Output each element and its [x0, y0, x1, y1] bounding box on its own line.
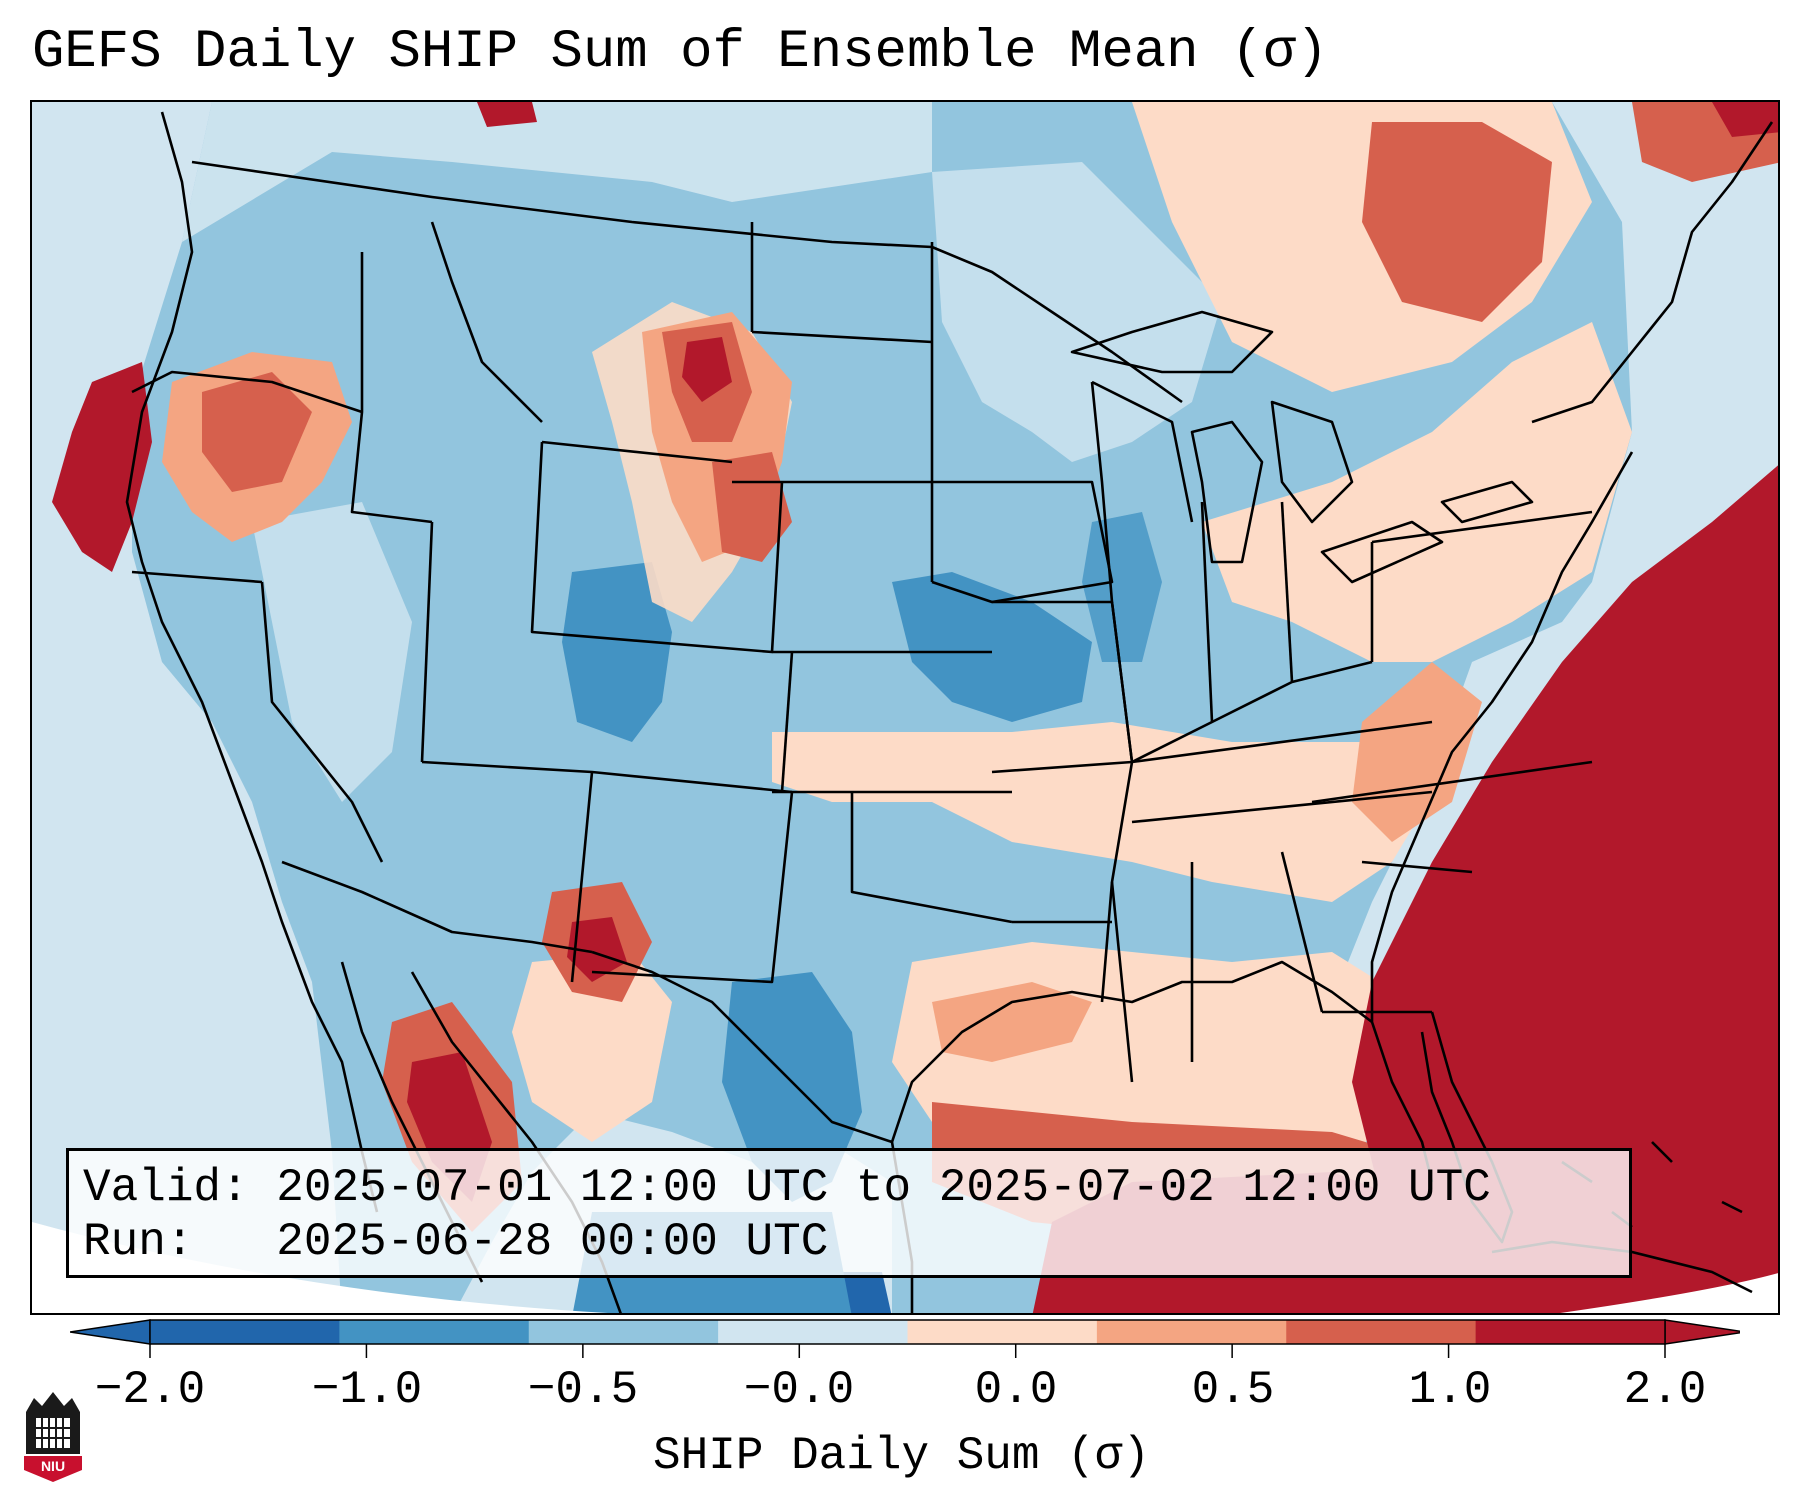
pos-weak-southwest	[512, 952, 672, 1142]
va-nc-line	[1311, 760, 1593, 804]
domain-edge	[32, 1222, 609, 1313]
colorbar	[70, 1319, 1740, 1358]
pos-weak-northeast	[1202, 322, 1632, 662]
lake-ontario	[1440, 480, 1534, 524]
map-title: GEFS Daily SHIP Sum of Ensemble Mean (σ)	[32, 22, 1329, 83]
nc-sc-line	[1361, 860, 1473, 874]
al-ga-line	[1280, 851, 1324, 1013]
idaho-mt-line	[430, 221, 543, 423]
anomaly-map	[32, 102, 1778, 1313]
colorbar-tick-label: 2.0	[1623, 1364, 1707, 1416]
pos-xstrong-montana	[682, 337, 732, 402]
colorbar-segment	[339, 1320, 530, 1344]
colorbar-tick-label: 0.0	[974, 1364, 1058, 1416]
colorbar-label: SHIP Daily Sum (σ)	[653, 1430, 1150, 1482]
pos-strong-wyoming	[712, 452, 792, 562]
pa-ny-line	[1371, 510, 1593, 544]
colorbar-tick-label: 1.0	[1408, 1364, 1492, 1416]
or-ca-line	[131, 570, 263, 584]
nm-tx-line	[591, 791, 794, 984]
pos-strong-oregon	[202, 372, 312, 492]
niu-logo-text: NIU	[41, 1458, 65, 1474]
idaho-line	[350, 252, 433, 524]
pos-xstrong-pacific-nw	[52, 362, 152, 572]
colorbar-tick-label: −1.0	[311, 1364, 423, 1416]
land-light-west	[252, 502, 412, 802]
lake-erie	[1320, 520, 1444, 584]
colorbar-tick-label: −0.0	[743, 1364, 855, 1416]
ca-nv-line	[260, 581, 384, 863]
in-oh-line	[1280, 501, 1294, 683]
colorbar-segment	[528, 1320, 719, 1344]
colorbar-tick-label: −0.5	[527, 1364, 639, 1416]
ky-tn	[1131, 720, 1433, 764]
pos-xstrong-canada	[477, 102, 537, 127]
colorbar-segment	[150, 1320, 340, 1344]
niu-logo: NIU	[24, 1392, 82, 1482]
land-light-north	[182, 102, 932, 242]
nv-ut-line	[420, 521, 434, 763]
az-nm-line	[570, 771, 594, 983]
neg-patch-wyoming	[562, 562, 672, 742]
gulf-coastline	[890, 960, 1373, 1143]
pos-xstrong-atlantic	[1352, 465, 1778, 1313]
colorbar-extend-high	[1664, 1319, 1740, 1345]
map-panel	[30, 100, 1780, 1315]
valid-time-line: Valid: 2025-07-01 12:00 UTC to 2025-07-0…	[83, 1162, 1491, 1214]
neg-patch-texas	[722, 972, 862, 1202]
mt-wy-line	[541, 440, 733, 464]
domain-edge-right	[1560, 1273, 1778, 1313]
colorbar-segment	[1475, 1320, 1666, 1344]
mississippi-river	[1090, 381, 1134, 1003]
nd-sd-line	[751, 330, 933, 344]
west-coastline	[125, 111, 379, 1213]
colorbar-segment	[1286, 1320, 1477, 1344]
valid-run-info-box: Valid: 2025-07-01 12:00 UTC to 2025-07-0…	[66, 1148, 1632, 1278]
rio-grande	[591, 950, 893, 1144]
run-time-line: Run: 2025-06-28 00:00 UTC	[83, 1216, 829, 1268]
colorbar-extend-low	[70, 1319, 151, 1345]
pos-xstrong-arizona	[567, 917, 627, 982]
iowa-box	[931, 480, 1114, 604]
lake-huron	[1270, 400, 1354, 524]
il-in-line	[1200, 501, 1214, 723]
la-ms-line	[1110, 881, 1134, 1083]
co-ks-line	[780, 651, 794, 793]
ok-tx-line	[850, 792, 1013, 924]
tn-line	[1131, 790, 1433, 824]
ohio-river	[1131, 660, 1373, 764]
wi-mi	[1091, 380, 1194, 523]
borders	[125, 111, 1774, 1313]
land-light-midwest	[932, 162, 1222, 462]
pos-strong-quebec	[1362, 122, 1552, 322]
east-coastline	[1370, 451, 1634, 1183]
colorbar-segment	[718, 1320, 908, 1344]
colorbar-segment	[1096, 1320, 1287, 1344]
pos-gulf-coast	[932, 982, 1092, 1062]
colorbar-segment	[907, 1320, 1098, 1344]
lake-superior	[1070, 310, 1274, 374]
lake-michigan	[1190, 420, 1264, 564]
mexico-border	[281, 860, 593, 954]
colorbar-frame	[149, 1319, 1666, 1345]
pos-xstrong-maine	[1712, 102, 1778, 137]
neg-patch-missouri	[892, 572, 1092, 722]
neg-patch-illinois	[1082, 512, 1162, 662]
colorbar-tick-label: −2.0	[94, 1364, 206, 1416]
wy-box	[530, 441, 784, 654]
wa-or-line	[131, 370, 363, 414]
colorbar-tick-label: 0.5	[1191, 1364, 1275, 1416]
northeast-coastline	[1531, 121, 1774, 424]
